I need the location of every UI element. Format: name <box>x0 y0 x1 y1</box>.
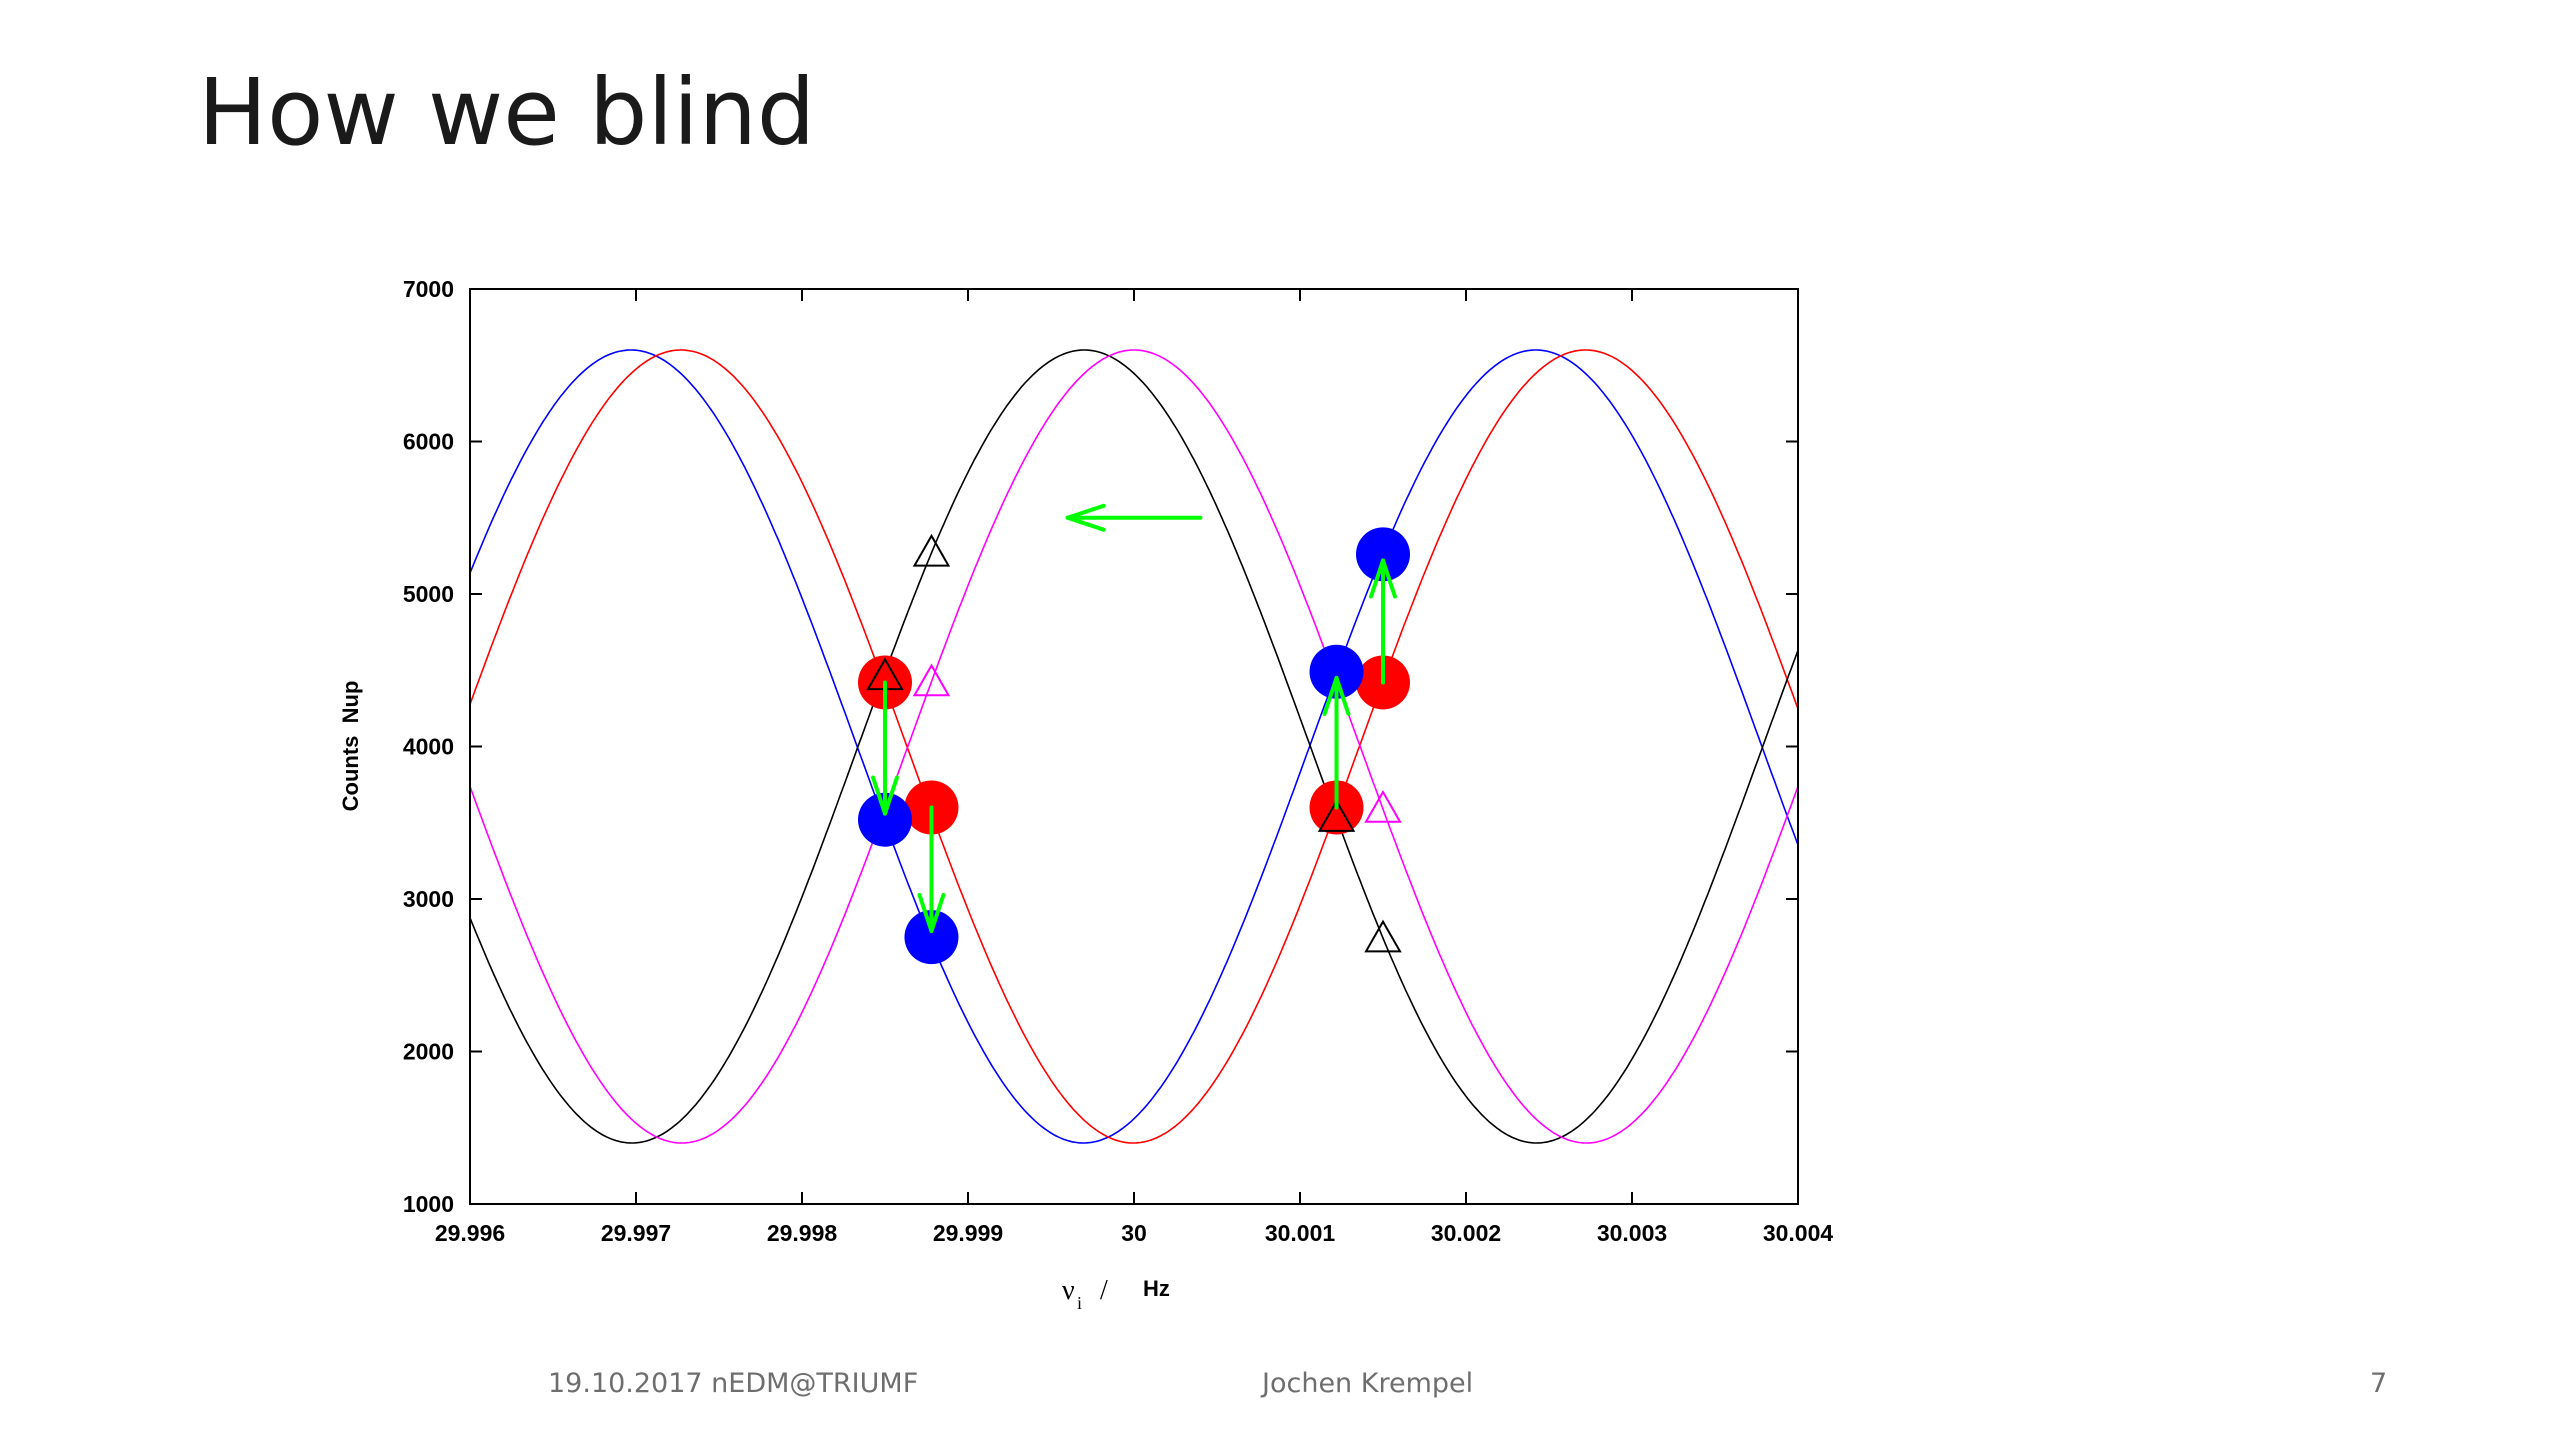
y-tick-label: 5000 <box>403 581 454 607</box>
shift-arrow <box>917 805 946 934</box>
y-axis-label: Counts Nup <box>338 681 363 812</box>
circle-marker <box>1309 644 1364 699</box>
x-tick-label: 30 <box>1121 1220 1147 1246</box>
x-tick-label: 29.996 <box>435 1220 505 1246</box>
y-tick-label: 7000 <box>403 276 454 302</box>
x-tick-label: 30.003 <box>1597 1220 1667 1246</box>
x-ticks-layer: 29.996 29.997 29.998 29.999 30 30.001 30.002 30… <box>435 289 1834 1246</box>
x-tick-label: 30.004 <box>1763 1220 1834 1246</box>
series-line-4 <box>470 349 1798 1144</box>
x-axis-separator: / <box>1100 1275 1108 1306</box>
x-tick-label: 30.002 <box>1431 1220 1501 1246</box>
circle-marker <box>858 792 912 847</box>
y-tick-label: 6000 <box>403 429 454 455</box>
y-tick-label: 2000 <box>403 1039 454 1065</box>
y-tick-label: 4000 <box>403 734 454 760</box>
x-axis-symbol: ν <box>1062 1275 1075 1306</box>
x-axis-unit: Hz <box>1143 1276 1170 1301</box>
triangle-marker <box>1364 790 1402 823</box>
plot-frame <box>469 288 1799 1205</box>
x-tick-label: 29.998 <box>767 1220 838 1246</box>
x-tick-label: 29.999 <box>933 1220 1003 1246</box>
series-line-2 <box>470 349 1798 1144</box>
triangle-marker <box>912 663 951 697</box>
footer-date-event: 19.10.2017 nEDM@TRIUMF <box>548 1368 919 1399</box>
series-line-3 <box>470 349 1798 1144</box>
x-axis-label: ν i / Hz <box>1062 1275 1170 1313</box>
circle-marker <box>1356 527 1410 582</box>
footer-author: Jochen Krempel <box>1262 1368 1474 1399</box>
series-line-1 <box>470 349 1798 1144</box>
page-number: 7 <box>2370 1368 2388 1399</box>
triangle-marker <box>1317 799 1356 832</box>
y-tick-label: 1000 <box>403 1191 454 1217</box>
circle-marker <box>904 910 959 965</box>
x-tick-label: 29.997 <box>601 1220 671 1246</box>
shift-arrow <box>871 680 899 816</box>
triangle-marker <box>1364 919 1402 953</box>
markers-layer <box>858 527 1410 965</box>
y-ticks-layer: 1000 2000 3000 4000 5000 6000 7000 <box>403 276 1798 1217</box>
shift-arrow <box>1322 675 1351 810</box>
shift-arrow <box>1065 503 1203 532</box>
y-tick-label: 3000 <box>403 886 454 912</box>
arrows-layer <box>871 503 1397 934</box>
shift-arrow <box>1369 558 1397 685</box>
x-axis-subscript: i <box>1077 1293 1082 1313</box>
x-tick-label: 30.001 <box>1265 1220 1336 1246</box>
slide-title: How we blind <box>198 59 816 166</box>
curves-layer <box>470 349 1798 1144</box>
phase-chart: 29.996 29.997 29.998 29.999 30 30.001 30.002 30… <box>338 276 1834 1313</box>
triangle-marker <box>912 533 951 567</box>
